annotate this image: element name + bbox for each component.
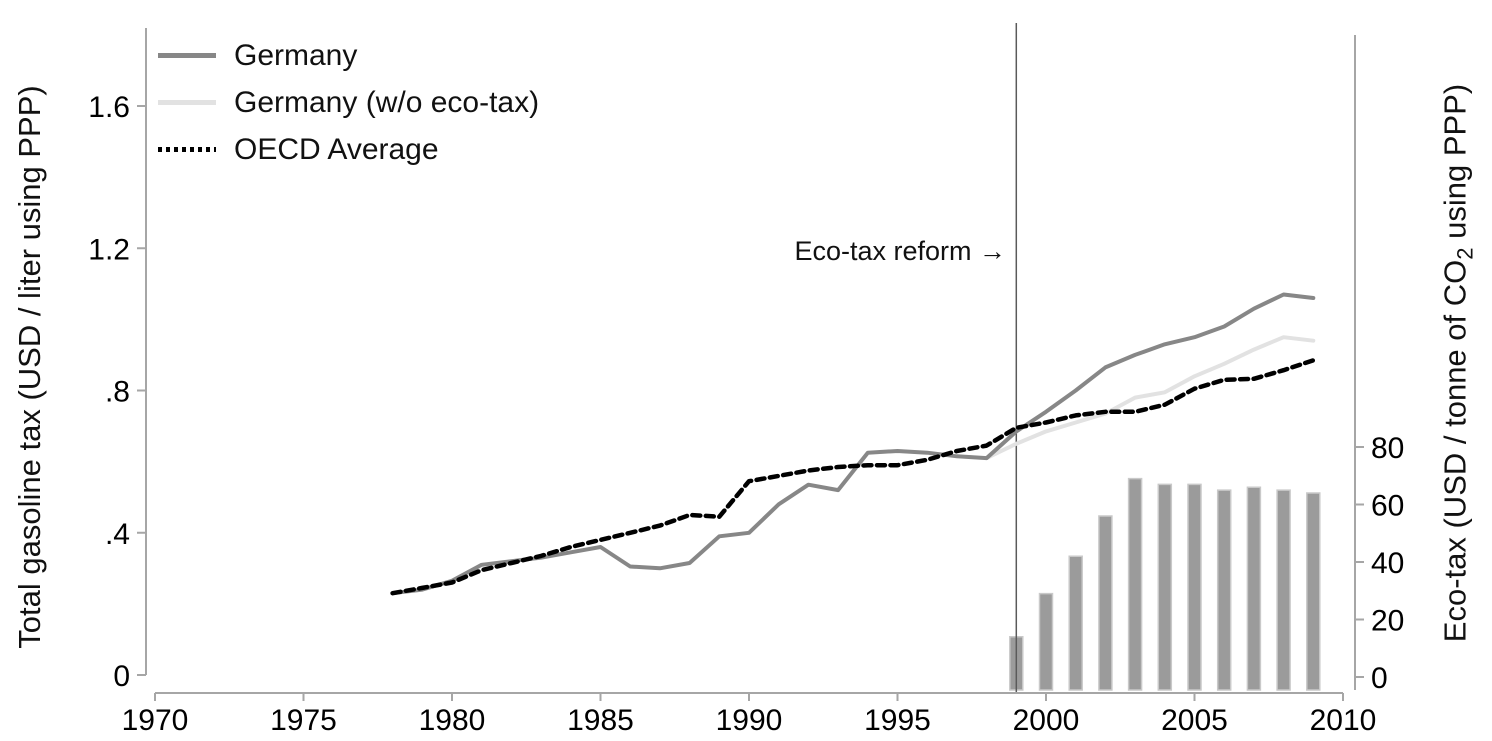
ecotax-bar-2009 [1306,492,1321,691]
x-tick-label: 1995 [864,704,931,737]
legend-item-oecd-average: OECD Average [158,130,539,169]
right-axis-title: Eco-tax (USD / tonne of CO2 using PPP) [1437,84,1478,642]
legend-label: Germany (w/o eco-tax) [234,85,540,119]
x-tick-label: 1985 [567,704,634,737]
ecotax-bar-2001 [1068,555,1083,691]
legend-label: OECD Average [234,132,439,166]
legend: Germany Germany (w/o eco-tax) OECD Avera… [158,36,539,169]
ecotax-bar-2006 [1216,489,1232,691]
series-line-oecd-average [390,358,1316,596]
left-axis-title: Total gasoline tax (USD / liter using PP… [12,85,47,649]
x-tick-label: 1970 [122,704,189,737]
ecotax-bar-2007 [1246,486,1262,691]
right-axis-title-pre: Eco-tax (USD / tonne of CO [1437,259,1473,643]
ecotax-bar-2000 [1038,592,1054,691]
x-tick-label: 1980 [419,704,486,737]
right-tick-label: 20 [1371,605,1404,638]
left-tick-label: 0 [113,660,130,693]
x-tick-label: 1975 [270,704,337,737]
ecotax-bar-2004 [1157,483,1173,691]
left-tick-label: 1.6 [88,91,130,124]
ecotax-reform-annotation: Eco-tax reform → [794,236,1006,266]
right-tick-label: 0 [1371,662,1388,695]
series-line-germany-w-o-eco-tax- [984,335,1316,461]
right-axis-title-sub: 2 [1452,247,1478,260]
x-tick-label: 2000 [1013,704,1080,737]
ecotax-bar-2003 [1127,477,1143,691]
ecotax-bar-2008 [1276,489,1291,691]
left-tick-label: .4 [105,518,130,551]
right-tick-label: 80 [1371,432,1404,465]
ecotax-bar-2005 [1187,483,1202,691]
x-tick-label: 2005 [1161,704,1228,737]
germany-line-swatch [158,53,216,58]
right-tick-label: 60 [1371,490,1404,523]
oecd-average-line-swatch [158,147,216,152]
right-axis-title-post: using PPP) [1437,83,1473,248]
left-tick-label: .8 [105,376,130,409]
germany-wo-ecotax-line-swatch [158,100,216,105]
legend-label: Germany [234,38,358,72]
ecotax-bar-2002 [1098,515,1113,691]
series-line-germany [390,292,1316,596]
x-tick-label: 1990 [716,704,783,737]
legend-item-germany-wo-ecotax: Germany (w/o eco-tax) [158,83,539,122]
right-tick-label: 40 [1371,547,1404,580]
legend-item-germany: Germany [158,36,539,75]
x-tick-label: 2010 [1310,704,1377,737]
left-tick-label: 1.2 [88,233,130,266]
